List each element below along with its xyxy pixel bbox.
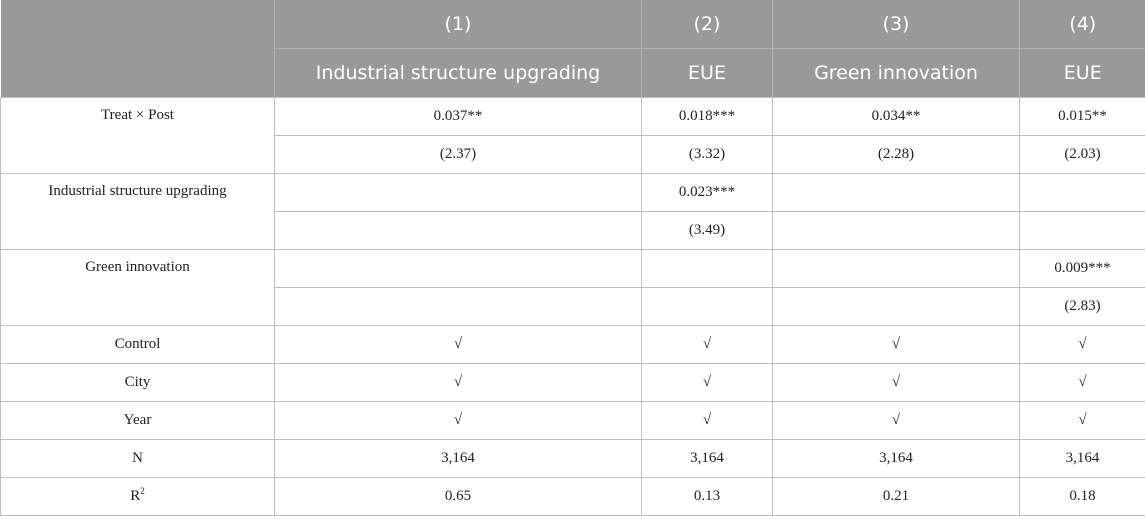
- table-row-gi-coef: Green innovation 0.009***: [0, 249, 1145, 326]
- cell-t-stat: (3.49): [641, 211, 773, 250]
- cell-coef: 0.009***: [1019, 249, 1145, 288]
- row-label-year: Year: [0, 401, 275, 440]
- cell-coef: [641, 249, 773, 288]
- table-body: Treat × Post 0.037** 0.018*** 0.034** 0.…: [0, 97, 1145, 516]
- col-name-1: Industrial structure upgrading: [274, 48, 642, 98]
- cell-value: 0.13: [641, 477, 773, 516]
- cell-value: 0.65: [274, 477, 642, 516]
- header-corner-cell: [0, 0, 275, 98]
- table-row-control: Control √ √ √ √: [0, 325, 1145, 364]
- row-label-isu: Industrial structure upgrading: [0, 173, 275, 250]
- col-name-2: EUE: [641, 48, 773, 98]
- cell-t-stat: (2.28): [772, 135, 1020, 174]
- row-label-r2: R2: [0, 477, 275, 516]
- row-label-city: City: [0, 363, 275, 402]
- cell-check-icon: √: [274, 363, 642, 402]
- cell-t-stat: [772, 211, 1020, 250]
- row-label-gi: Green innovation: [0, 249, 275, 326]
- cell-coef: [772, 173, 1020, 212]
- col-number-4: (4): [1019, 0, 1145, 49]
- cell-t-stat: [274, 211, 642, 250]
- cell-t-stat: [772, 287, 1020, 326]
- cell-coef: 0.015**: [1019, 97, 1145, 136]
- table-row-treat-post-coef: Treat × Post 0.037** 0.018*** 0.034** 0.…: [0, 97, 1145, 174]
- cell-check-icon: √: [1019, 325, 1145, 364]
- col-number-2: (2): [641, 0, 773, 49]
- cell-check-icon: √: [641, 363, 773, 402]
- cell-coef: 0.037**: [274, 97, 642, 136]
- table-header: (1) (2) (3) (4) Industrial structure upg…: [0, 0, 1145, 98]
- table-row-year: Year √ √ √ √: [0, 401, 1145, 440]
- row-label-control: Control: [0, 325, 275, 364]
- table-row-n: N 3,164 3,164 3,164 3,164: [0, 439, 1145, 478]
- cell-t-stat: (3.32): [641, 135, 773, 174]
- cell-coef: [1019, 173, 1145, 212]
- cell-t-stat: [641, 287, 773, 326]
- cell-check-icon: √: [274, 325, 642, 364]
- cell-check-icon: √: [641, 401, 773, 440]
- cell-coef: 0.034**: [772, 97, 1020, 136]
- table-row-treat-post-t: (2.37) (3.32) (2.28) (2.03): [1, 135, 1145, 174]
- table-row-isu-t: (3.49): [1, 211, 1145, 250]
- r2-label-superscript: 2: [140, 486, 145, 496]
- cell-t-stat: (2.37): [274, 135, 642, 174]
- cell-check-icon: √: [1019, 401, 1145, 440]
- header-row-numbers: (1) (2) (3) (4): [0, 0, 1145, 98]
- cell-value: 3,164: [274, 439, 642, 478]
- cell-coef: 0.023***: [641, 173, 773, 212]
- cell-t-stat: [274, 287, 642, 326]
- r2-label-text: R: [130, 488, 141, 504]
- cell-value: 3,164: [641, 439, 773, 478]
- col-name-4: EUE: [1019, 48, 1145, 98]
- cell-check-icon: √: [1019, 363, 1145, 402]
- cell-check-icon: √: [772, 325, 1020, 364]
- row-label-n: N: [0, 439, 275, 478]
- cell-t-stat: [1019, 211, 1145, 250]
- cell-coef: [274, 249, 642, 288]
- cell-coef: [772, 249, 1020, 288]
- cell-value: 0.18: [1019, 477, 1145, 516]
- cell-check-icon: √: [772, 363, 1020, 402]
- header-row-names: Industrial structure upgrading EUE Green…: [1, 48, 1145, 98]
- row-label-treat-post: Treat × Post: [0, 97, 275, 174]
- cell-value: 0.21: [772, 477, 1020, 516]
- col-name-3: Green innovation: [772, 48, 1020, 98]
- cell-coef: 0.018***: [641, 97, 773, 136]
- table-row-r2: R2 0.65 0.13 0.21 0.18: [0, 477, 1145, 516]
- cell-t-stat: (2.03): [1019, 135, 1145, 174]
- cell-check-icon: √: [772, 401, 1020, 440]
- col-number-1: (1): [274, 0, 642, 49]
- cell-coef: [274, 173, 642, 212]
- table-row-isu-coef: Industrial structure upgrading 0.023***: [0, 173, 1145, 250]
- cell-check-icon: √: [274, 401, 642, 440]
- cell-value: 3,164: [772, 439, 1020, 478]
- cell-value: 3,164: [1019, 439, 1145, 478]
- table-row-city: City √ √ √ √: [0, 363, 1145, 402]
- col-number-3: (3): [772, 0, 1020, 49]
- cell-check-icon: √: [641, 325, 773, 364]
- cell-t-stat: (2.83): [1019, 287, 1145, 326]
